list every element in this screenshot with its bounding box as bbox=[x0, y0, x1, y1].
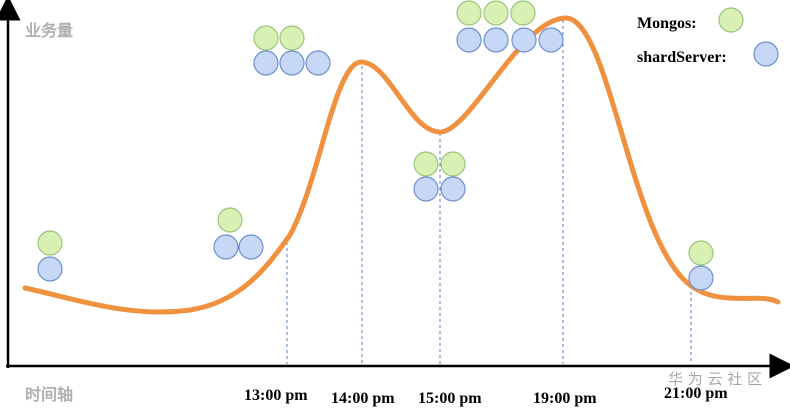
time-label: 19:00 pm bbox=[533, 390, 597, 407]
load-curve bbox=[22, 15, 781, 315]
time-label: 21:00 pm bbox=[664, 385, 728, 402]
dashed-guides bbox=[286, 20, 692, 364]
watermark: 华 为 云 社 区 bbox=[668, 370, 762, 388]
time-label: 14:00 pm bbox=[331, 390, 395, 407]
x-axis-label: 时间轴 bbox=[25, 385, 73, 404]
legend-mongos: Mongos: bbox=[637, 15, 697, 32]
nodes bbox=[37, 0, 779, 291]
y-axis-label: 业务量 bbox=[25, 21, 73, 40]
legend-shard: shardServer: bbox=[637, 49, 727, 66]
time-label: 13:00 pm bbox=[244, 387, 308, 404]
time-label: 15:00 pm bbox=[418, 390, 482, 407]
